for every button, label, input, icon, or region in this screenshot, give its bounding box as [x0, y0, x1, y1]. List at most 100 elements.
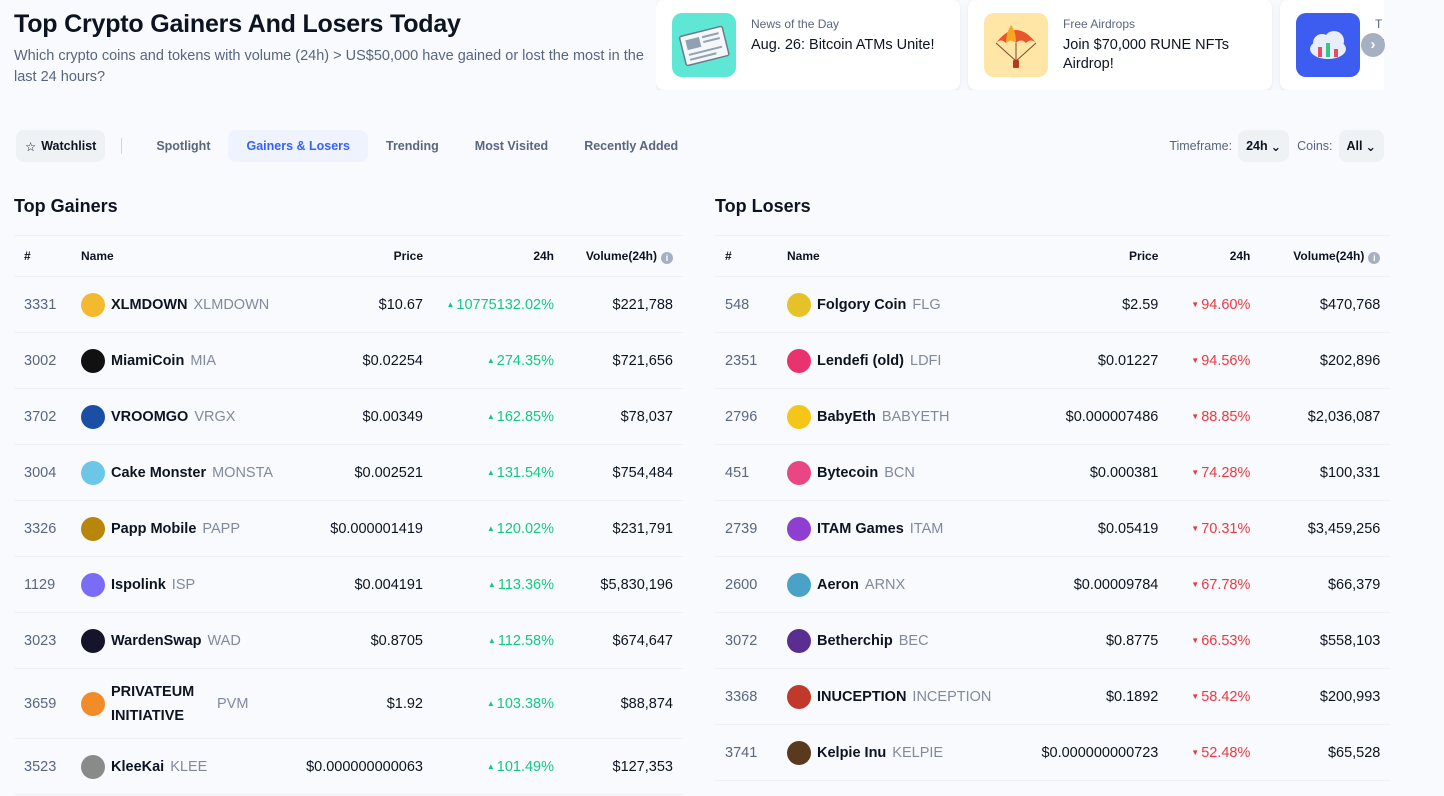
coin-name[interactable]: Folgory Coin [817, 296, 907, 313]
coin-name[interactable]: Kelpie Inu [817, 744, 887, 761]
coin-name[interactable]: Lendefi (old) [817, 352, 904, 369]
coin-name[interactable]: KleeKai [111, 758, 165, 775]
coin-symbol: BCN [884, 464, 915, 481]
coin-change: ▲ 112.58% [433, 612, 564, 669]
coin-name[interactable]: BabyEth [817, 408, 876, 425]
info-icon[interactable]: i [1368, 251, 1381, 264]
table-row[interactable]: 3331 XLMDOWN XLMDOWN $10.67 ▲ 10775132.02% $22… [14, 276, 683, 333]
coin-volume: $754,484 [564, 444, 683, 501]
coin-name-cell[interactable]: VROOMGO VRGX [71, 388, 291, 445]
table-row[interactable]: 2796 BabyEth BABYETH $0.000007486 ▼ 88.85% $2,… [715, 388, 1391, 445]
carousel-next-button[interactable]: › [1361, 33, 1385, 57]
caret-up-icon: ▲ [486, 761, 495, 771]
coin-name-cell[interactable]: MiamiCoin MIA [71, 332, 291, 389]
table-row[interactable]: 3368 INUCEPTION INCEPTION $0.1892 ▼ 58.42% $20… [715, 668, 1391, 725]
caret-down-icon: ▼ [1191, 691, 1200, 701]
col-rank: # [14, 235, 71, 277]
coins-label: Coins: [1297, 139, 1333, 153]
coin-symbol: ITAM [909, 520, 944, 537]
coin-name-cell[interactable]: KleeKai KLEE [71, 738, 291, 795]
coin-symbol: MIA [190, 352, 217, 369]
coin-name-cell[interactable]: Kelpie Inu KELPIE [777, 724, 1002, 781]
caret-up-icon: ▲ [486, 698, 495, 708]
table-row[interactable]: 3523 KleeKai KLEE $0.000000000063 ▲ 101.49% $1… [14, 738, 683, 795]
timeframe-select[interactable]: 24h ⌄ [1238, 130, 1290, 162]
coin-name-cell[interactable]: Ispolink ISP [71, 556, 291, 613]
table-row[interactable]: 3326 Papp Mobile PAPP $0.000001419 ▲ 120.02% $… [14, 500, 683, 557]
coin-name-cell[interactable]: Betherchip BEC [777, 612, 1002, 669]
coin-name[interactable]: XLMDOWN [111, 296, 188, 313]
table-row[interactable]: 3702 VROOMGO VRGX $0.00349 ▲ 162.85% $78,037 [14, 388, 683, 445]
coin-rank: 3368 [715, 668, 777, 725]
third-card[interactable]: T E [1280, 0, 1384, 90]
info-icon[interactable]: i [661, 251, 673, 264]
coin-volume: $721,656 [564, 332, 683, 389]
coin-name-cell[interactable]: ITAM Games ITAM [777, 500, 1002, 557]
coins-select[interactable]: All ⌄ [1338, 130, 1384, 162]
table-row[interactable]: 3072 Betherchip BEC $0.8775 ▼ 66.53% $558,103 [715, 612, 1391, 669]
coin-name[interactable]: Cake Monster [111, 464, 207, 481]
coin-rank: 3741 [715, 724, 777, 781]
coin-change-value: 67.78% [1201, 576, 1251, 593]
tab-spotlight[interactable]: Spotlight [156, 139, 211, 153]
coin-symbol: PAPP [202, 520, 241, 537]
table-row[interactable]: 3659 PRIVATEUM INITIATIVE PVM $1.92 ▲ 103.38%… [14, 668, 683, 739]
coin-volume: $66,379 [1260, 556, 1391, 613]
coin-name-cell[interactable]: Bytecoin BCN [777, 444, 1002, 501]
coin-symbol: ARNX [864, 576, 906, 593]
news-card[interactable]: News of the Day Aug. 26: Bitcoin ATMs Un… [656, 0, 960, 90]
coin-name-cell[interactable]: BabyEth BABYETH [777, 388, 1002, 445]
coin-price: $0.00349 [291, 388, 433, 445]
coin-name-cell[interactable]: INUCEPTION INCEPTION [777, 668, 1002, 725]
caret-down-icon: ▼ [1191, 411, 1200, 421]
coin-rank: 3072 [715, 612, 777, 669]
coin-name[interactable]: Betherchip [817, 632, 893, 649]
losers-table-body: 548 Folgory Coin FLG $2.59 ▼ 94.60% $470,768 23… [715, 276, 1391, 781]
coin-name[interactable]: PRIVATEUM INITIATIVE [111, 683, 195, 724]
coin-name[interactable]: Aeron [817, 576, 859, 593]
coin-change: ▲ 103.38% [433, 668, 564, 739]
coin-name-cell[interactable]: Aeron ARNX [777, 556, 1002, 613]
table-row[interactable]: 2600 Aeron ARNX $0.00009784 ▼ 67.78% $66,379 [715, 556, 1391, 613]
table-row[interactable]: 3002 MiamiCoin MIA $0.02254 ▲ 274.35% $721,656 [14, 332, 683, 389]
coin-change-value: 10775132.02% [456, 296, 554, 313]
coin-symbol: ISP [171, 576, 196, 593]
coin-name-cell[interactable]: XLMDOWN XLMDOWN [71, 276, 291, 333]
airdrop-card[interactable]: Free Airdrops Join $70,000 RUNE NFTs Air… [968, 0, 1272, 90]
table-row[interactable]: 3741 Kelpie Inu KELPIE $0.000000000723 ▼ 52.4… [715, 724, 1391, 781]
coin-rank: 2351 [715, 332, 777, 389]
coin-name-cell[interactable]: Folgory Coin FLG [777, 276, 1002, 333]
coin-name[interactable]: Papp Mobile [111, 520, 197, 537]
coin-name-cell[interactable]: Lendefi (old) LDFI [777, 332, 1002, 389]
coin-name-cell[interactable]: WardenSwap WAD [71, 612, 291, 669]
coin-name[interactable]: Ispolink [111, 576, 166, 593]
coin-volume: $558,103 [1260, 612, 1391, 669]
col-rank: # [715, 235, 777, 277]
table-row[interactable]: 548 Folgory Coin FLG $2.59 ▼ 94.60% $470,768 [715, 276, 1391, 333]
coin-name[interactable]: INUCEPTION [817, 688, 907, 705]
table-row[interactable]: 451 Bytecoin BCN $0.000381 ▼ 74.28% $100,331 [715, 444, 1391, 501]
coin-name-cell[interactable]: Papp Mobile PAPP [71, 500, 291, 557]
tab-most-visited[interactable]: Most Visited [474, 139, 549, 153]
coin-name[interactable]: MiamiCoin [111, 352, 185, 369]
coin-name[interactable]: Bytecoin [817, 464, 879, 481]
coin-name-cell[interactable]: Cake Monster MONSTA [71, 444, 291, 501]
table-row[interactable]: 2351 Lendefi (old) LDFI $0.01227 ▼ 94.56% $202… [715, 332, 1391, 389]
coin-name[interactable]: WardenSwap [111, 632, 202, 649]
coin-change: ▲ 274.35% [433, 332, 564, 389]
table-row[interactable]: 1129 Ispolink ISP $0.004191 ▲ 113.36% $5,830,1… [14, 556, 683, 613]
table-row[interactable]: 3023 WardenSwap WAD $0.8705 ▲ 112.58% $674,647 [14, 612, 683, 669]
watchlist-button[interactable]: ☆ Watchlist [16, 130, 106, 162]
table-row[interactable]: 3004 Cake Monster MONSTA $0.002521 ▲ 131.54% $… [14, 444, 683, 501]
col-volume: Volume(24h) i [564, 235, 683, 277]
tab-gainers-losers[interactable]: Gainers & Losers [228, 130, 368, 162]
tab-trending[interactable]: Trending [386, 139, 439, 153]
table-row[interactable]: 2739 ITAM Games ITAM $0.05419 ▼ 70.31% $3,459,… [715, 500, 1391, 557]
coin-name-cell[interactable]: PRIVATEUM INITIATIVE PVM [71, 668, 291, 739]
coin-volume: $231,791 [564, 500, 683, 557]
coin-name[interactable]: ITAM Games [817, 520, 904, 537]
coin-change-value: 120.02% [496, 520, 554, 537]
tab-recently-added[interactable]: Recently Added [584, 139, 679, 153]
coin-name[interactable]: VROOMGO [111, 408, 189, 425]
coin-volume: $2,036,087 [1260, 388, 1391, 445]
